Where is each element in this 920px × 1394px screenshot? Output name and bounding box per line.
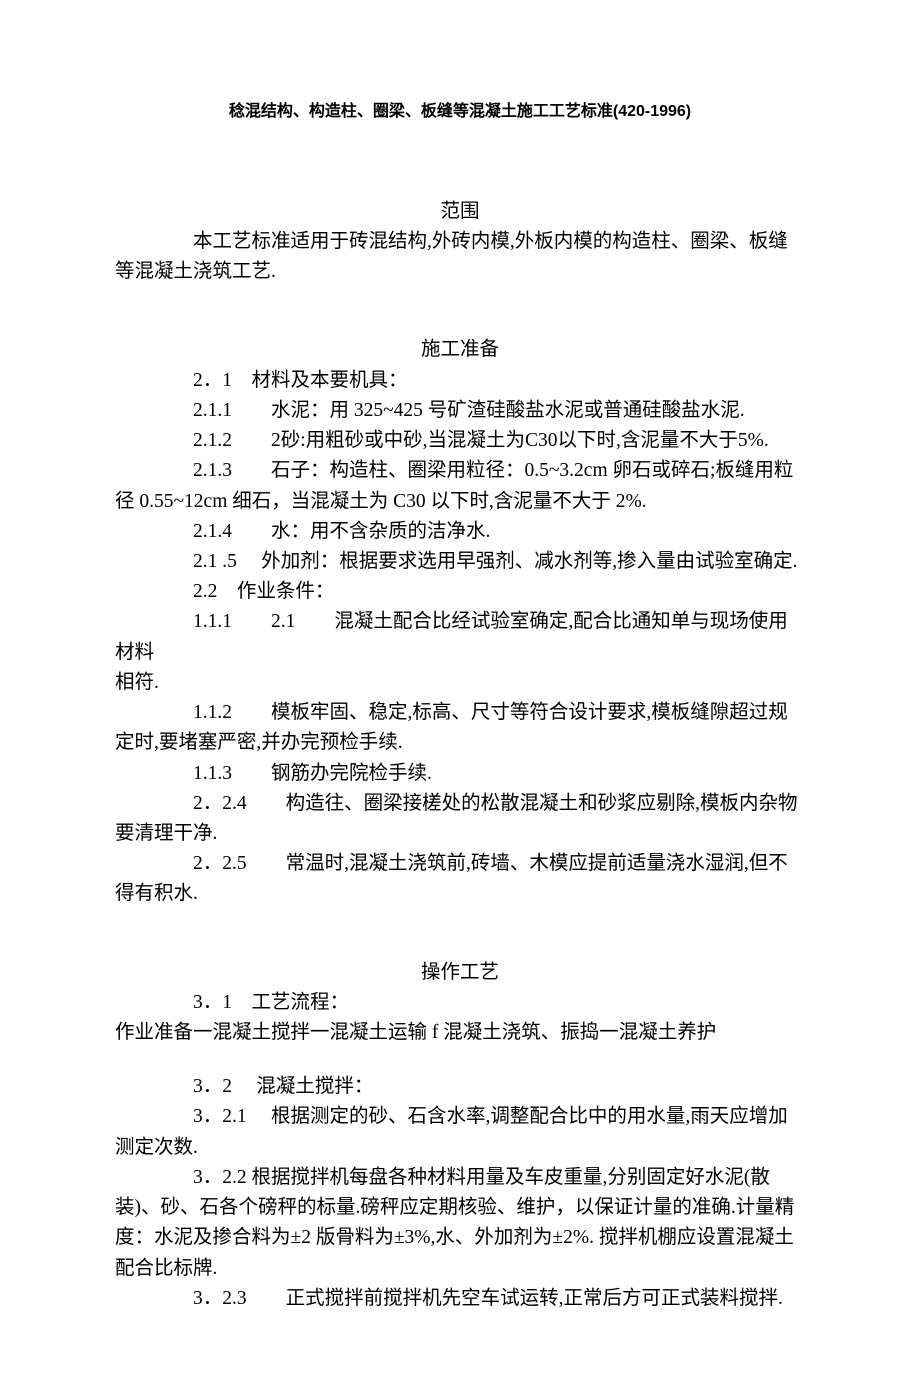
prep-p8b: 相符. — [115, 668, 805, 698]
prep-p2: 2.1.1 水泥：用 325~425 号矿渣硅酸盐水泥或普通硅酸盐水泥. — [115, 396, 805, 426]
section-heading-scope: 范围 — [115, 197, 805, 227]
process-p2: 作业准备一混凝土搅拌一混凝土运输 f 混凝土浇筑、振捣一混凝土养护 — [115, 1018, 805, 1048]
spacer — [115, 287, 805, 311]
process-p4: 3．2.1 根据测定的砂、石含水率,调整配合比中的用水量,雨天应增加测定次数. — [115, 1102, 805, 1162]
spacer — [115, 1048, 805, 1072]
prep-p12: 2．2.5 常温时,混凝土浇筑前,砖墙、木模应提前适量浇水湿润,但不得有积水. — [115, 849, 805, 909]
process-p6: 3．2.3 正式搅拌前搅拌机先空车试运转,正常后方可正式装料搅拌. — [115, 1284, 805, 1314]
prep-p11: 2．2.4 构造往、圈梁接槎处的松散混凝土和砂浆应剔除,模板内杂物要清理干净. — [115, 789, 805, 849]
prep-p6: 2.1 .5 外加剂：根据要求选用早强剂、减水剂等,掺入量由试验室确定. — [115, 547, 805, 577]
process-p5: 3．2.2 根据搅拌机每盘各种材料用量及车皮重量,分别固定好水泥(散装)、砂、石… — [115, 1163, 805, 1284]
section-heading-process: 操作工艺 — [115, 958, 805, 988]
prep-p8a: 1.1.1 2.1 混凝土配合比经试验室确定,配合比通知单与现场使用材料 — [115, 607, 805, 667]
document-title: 稔混结构、构造柱、圈梁、板缝等混凝土施工工艺标准(420-1996) — [115, 100, 805, 125]
prep-p5: 2.1.4 水：用不含杂质的洁净水. — [115, 517, 805, 547]
prep-p3: 2.1.2 2砂:用粗砂或中砂,当混凝土为C30以下时,含泥量不大于5%. — [115, 426, 805, 456]
document-page: 稔混结构、构造柱、圈梁、板缝等混凝土施工工艺标准(420-1996) 范围 本工… — [0, 0, 920, 1394]
spacer — [115, 910, 805, 934]
process-p3: 3．2 混凝土搅拌： — [115, 1072, 805, 1102]
prep-p1: 2．1 材料及本要机具： — [115, 366, 805, 396]
prep-p10: 1.1.3 钢筋办完院检手续. — [115, 759, 805, 789]
prep-p7: 2.2 作业条件： — [115, 577, 805, 607]
section-heading-prep: 施工准备 — [115, 335, 805, 365]
scope-body: 本工艺标准适用于砖混结构,外砖内模,外板内模的构造柱、圈梁、板缝等混凝土浇筑工艺… — [115, 227, 805, 287]
process-p1: 3．1 工艺流程： — [115, 988, 805, 1018]
prep-p9: 1.1.2 模板牢固、稳定,标高、尺寸等符合设计要求,模板缝隙超过规定时,要堵塞… — [115, 698, 805, 758]
prep-p4: 2.1.3 石子：构造柱、圈梁用粒径：0.5~3.2cm 卵石或碎石;板缝用粒径… — [115, 456, 805, 516]
